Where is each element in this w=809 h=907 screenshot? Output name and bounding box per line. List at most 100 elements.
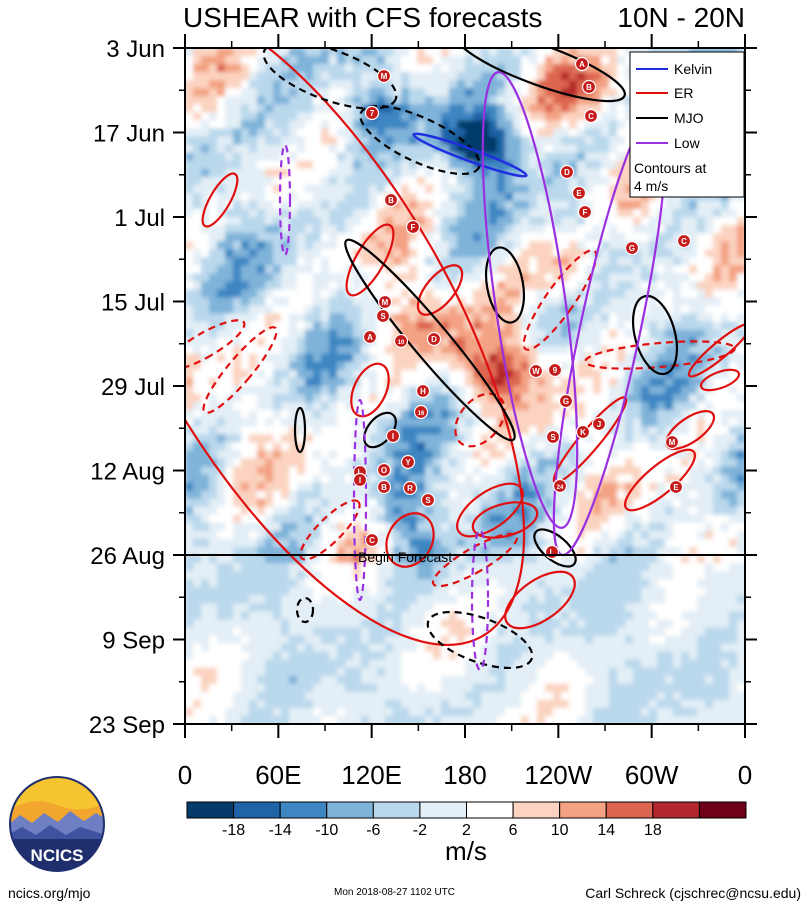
field-cell <box>209 522 218 532</box>
field-cell <box>609 418 618 427</box>
field-cell <box>417 474 426 484</box>
field-cell <box>489 538 498 548</box>
field-cell <box>673 506 682 516</box>
field-cell <box>193 80 202 89</box>
field-cell <box>225 555 234 564</box>
field-cell <box>505 361 514 371</box>
field-cell <box>513 249 522 258</box>
field-cell <box>617 321 626 331</box>
field-cell <box>353 345 362 355</box>
field-cell <box>209 225 218 234</box>
field-cell <box>185 112 194 122</box>
field-cell <box>705 410 714 419</box>
field-cell <box>713 378 722 387</box>
field-cell <box>273 418 282 427</box>
field-cell <box>345 281 354 291</box>
field-cell <box>705 506 714 516</box>
field-cell <box>409 337 418 347</box>
field-cell <box>721 555 730 564</box>
field-cell <box>361 361 370 371</box>
field-cell <box>217 571 226 580</box>
field-cell <box>217 450 226 460</box>
field-cell <box>641 466 650 476</box>
field-cell <box>545 426 554 435</box>
field-cell <box>265 369 274 379</box>
field-cell <box>329 353 338 363</box>
field-cell <box>313 530 322 540</box>
field-cell <box>249 321 258 331</box>
field-cell <box>377 144 386 154</box>
field-cell <box>457 209 466 218</box>
field-cell <box>425 184 434 194</box>
field-cell <box>737 394 745 403</box>
field-cell <box>617 611 626 621</box>
field-cell <box>193 490 202 500</box>
field-cell <box>489 136 498 146</box>
field-cell <box>681 587 690 596</box>
field-cell <box>257 426 266 435</box>
field-cell <box>473 281 482 291</box>
field-cell <box>689 257 698 266</box>
field-cell <box>585 168 594 178</box>
field-cell <box>417 538 426 548</box>
field-cell <box>593 329 602 339</box>
field-cell <box>281 265 290 275</box>
field-cell <box>369 64 378 73</box>
field-cell <box>537 96 546 106</box>
field-cell <box>273 410 282 419</box>
field-cell <box>737 418 745 427</box>
field-cell <box>425 273 434 283</box>
field-cell <box>481 369 490 379</box>
field-cell <box>657 571 666 580</box>
field-cell <box>297 88 306 97</box>
field-cell <box>369 571 378 580</box>
field-cell <box>401 176 410 186</box>
field-cell <box>441 265 450 275</box>
field-cell <box>425 555 434 564</box>
field-cell <box>473 176 482 186</box>
field-cell <box>609 209 618 218</box>
field-cell <box>201 88 210 97</box>
field-cell <box>433 265 442 275</box>
field-cell <box>537 112 546 122</box>
field-cell <box>569 555 578 564</box>
field-cell <box>217 579 226 588</box>
field-cell <box>345 530 354 540</box>
field-cell <box>553 273 562 283</box>
field-cell <box>521 184 530 194</box>
field-cell <box>609 394 618 403</box>
field-cell <box>185 587 194 596</box>
field-cell <box>473 538 482 548</box>
field-cell <box>545 192 554 202</box>
field-cell <box>257 48 266 57</box>
field-cell <box>465 176 474 186</box>
field-cell <box>617 313 626 323</box>
field-cell <box>681 369 690 379</box>
field-cell <box>649 378 658 387</box>
field-cell <box>249 434 258 444</box>
field-cell <box>737 611 745 621</box>
field-cell <box>393 265 402 275</box>
field-cell <box>481 249 490 258</box>
field-cell <box>337 176 346 186</box>
field-cell <box>217 506 226 516</box>
field-cell <box>265 136 274 146</box>
field-cell <box>705 482 714 492</box>
field-cell <box>449 345 458 355</box>
field-cell <box>409 506 418 516</box>
field-cell <box>681 217 690 226</box>
field-cell <box>329 587 338 596</box>
field-cell <box>521 442 530 452</box>
field-cell <box>593 369 602 379</box>
field-cell <box>401 474 410 484</box>
field-cell <box>737 257 745 266</box>
field-cell <box>353 386 362 395</box>
field-cell <box>369 192 378 202</box>
field-cell <box>225 297 234 307</box>
field-cell <box>529 329 538 339</box>
field-cell <box>641 426 650 435</box>
field-cell <box>201 160 210 170</box>
field-cell <box>681 200 690 210</box>
field-cell <box>665 281 674 291</box>
field-cell <box>617 361 626 371</box>
